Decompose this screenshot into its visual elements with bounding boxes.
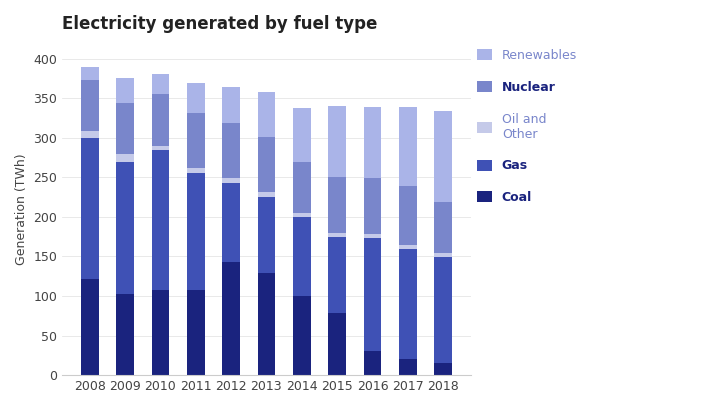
Bar (329, 177, 346, 233)
Bar (435, 257, 452, 363)
Bar (258, 92, 275, 137)
Bar (152, 150, 169, 290)
Bar (152, 146, 169, 150)
Bar (116, 162, 134, 295)
Bar (364, 351, 381, 375)
Bar (258, 193, 275, 197)
Bar (435, 202, 452, 253)
Bar (81, 279, 98, 375)
Bar (329, 233, 346, 237)
Bar (399, 249, 417, 359)
Bar (116, 78, 134, 103)
Bar (293, 213, 310, 217)
Bar (187, 173, 204, 290)
Bar (81, 67, 98, 80)
Bar (435, 363, 452, 375)
Bar (187, 290, 204, 375)
Bar (399, 186, 417, 245)
Bar (152, 74, 169, 94)
Bar (152, 94, 169, 146)
Bar (258, 273, 275, 375)
Bar (116, 155, 134, 162)
Bar (222, 262, 240, 375)
Legend: Renewables, Nuclear, Oil and
Other, Gas, Coal: Renewables, Nuclear, Oil and Other, Gas,… (477, 49, 577, 204)
Bar (222, 183, 240, 262)
Bar (187, 168, 204, 173)
Bar (364, 238, 381, 351)
Bar (364, 107, 381, 178)
Bar (399, 107, 417, 186)
Bar (364, 178, 381, 233)
Bar (81, 80, 98, 131)
Bar (222, 123, 240, 178)
Bar (399, 359, 417, 375)
Bar (329, 106, 346, 177)
Bar (81, 138, 98, 279)
Bar (222, 178, 240, 183)
Bar (329, 237, 346, 313)
Bar (258, 197, 275, 273)
Bar (435, 253, 452, 257)
Bar (293, 217, 310, 296)
Bar (258, 137, 275, 193)
Bar (187, 83, 204, 113)
Bar (187, 113, 204, 168)
Bar (81, 131, 98, 138)
Bar (364, 233, 381, 238)
Bar (222, 87, 240, 123)
Text: Electricity generated by fuel type: Electricity generated by fuel type (62, 15, 378, 33)
Bar (399, 245, 417, 249)
Bar (293, 162, 310, 213)
Bar (116, 295, 134, 375)
Bar (116, 103, 134, 155)
Bar (293, 108, 310, 162)
Bar (152, 290, 169, 375)
Bar (293, 296, 310, 375)
Y-axis label: Generation (TWh): Generation (TWh) (15, 153, 28, 265)
Bar (435, 111, 452, 202)
Bar (329, 313, 346, 375)
